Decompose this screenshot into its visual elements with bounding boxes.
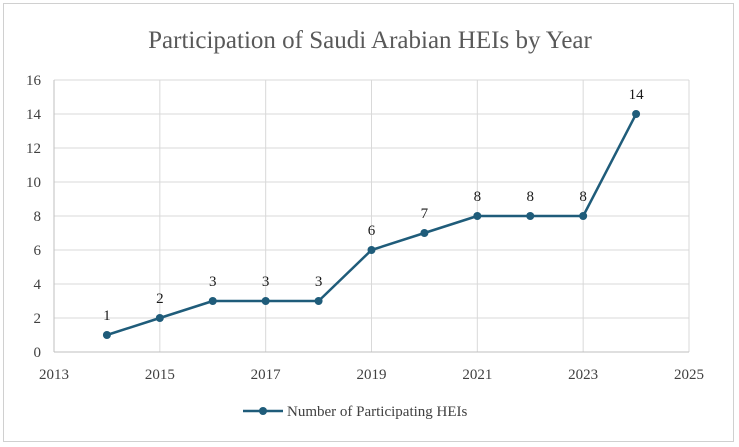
x-tick-label: 2019 bbox=[357, 367, 387, 383]
chart-title: Participation of Saudi Arabian HEIs by Y… bbox=[148, 27, 592, 54]
data-label: 8 bbox=[579, 189, 587, 205]
data-point bbox=[632, 110, 641, 118]
legend: Number of Participating HEIs bbox=[243, 404, 468, 420]
chart-frame bbox=[3, 3, 734, 442]
data-point bbox=[420, 229, 429, 237]
y-tick-label: 10 bbox=[26, 175, 41, 191]
data-label: 3 bbox=[262, 274, 270, 290]
data-point bbox=[155, 314, 164, 322]
data-point bbox=[102, 331, 111, 339]
x-tick-label: 2025 bbox=[674, 367, 704, 383]
y-tick-label: 14 bbox=[26, 107, 42, 123]
data-label: 2 bbox=[156, 291, 164, 307]
x-tick-label: 2015 bbox=[145, 367, 175, 383]
data-label: 6 bbox=[368, 223, 376, 239]
data-point bbox=[473, 212, 482, 220]
data-label: 3 bbox=[209, 274, 217, 290]
series-group: 1 2 3 3 3 6 7 8 8 8 14 bbox=[102, 87, 645, 339]
data-point bbox=[314, 297, 323, 305]
y-tick-label: 0 bbox=[34, 345, 42, 361]
y-tick-label: 16 bbox=[26, 73, 42, 89]
data-point bbox=[367, 246, 376, 254]
data-label: 1 bbox=[103, 308, 111, 324]
data-point bbox=[208, 297, 217, 305]
data-label: 14 bbox=[629, 87, 645, 103]
data-point bbox=[526, 212, 535, 220]
legend-label: Number of Participating HEIs bbox=[287, 404, 468, 420]
x-tick-label: 2021 bbox=[462, 367, 492, 383]
legend-marker bbox=[259, 407, 267, 415]
data-point bbox=[579, 212, 588, 220]
y-tick-label: 4 bbox=[34, 277, 42, 293]
data-point bbox=[261, 297, 270, 305]
data-label: 3 bbox=[315, 274, 323, 290]
x-tick-label: 2017 bbox=[251, 367, 282, 383]
data-label: 8 bbox=[474, 189, 482, 205]
y-tick-label: 8 bbox=[34, 209, 42, 225]
data-label: 7 bbox=[421, 206, 429, 222]
y-tick-label: 6 bbox=[34, 243, 42, 259]
gridlines bbox=[54, 79, 690, 352]
y-tick-label: 12 bbox=[26, 141, 41, 157]
x-tick-label: 2023 bbox=[568, 367, 598, 383]
x-tick-label: 2013 bbox=[39, 367, 69, 383]
data-label: 8 bbox=[527, 189, 535, 205]
y-tick-label: 2 bbox=[34, 311, 42, 327]
